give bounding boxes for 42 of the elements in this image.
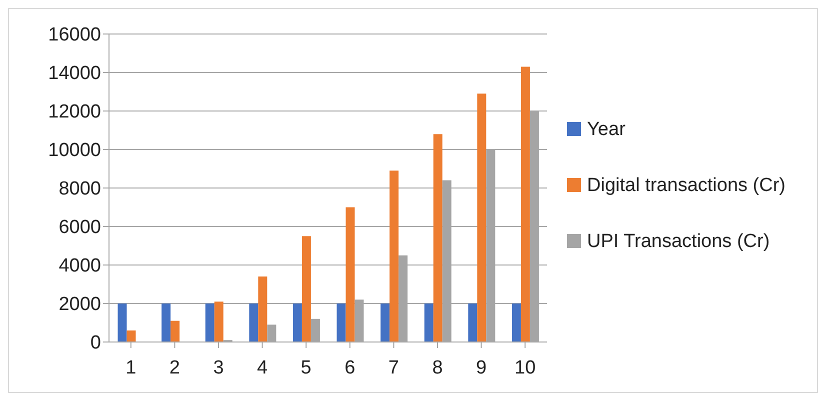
bar xyxy=(170,320,180,342)
bar xyxy=(520,66,530,342)
x-tick-label: 8 xyxy=(432,357,443,378)
legend-label: UPI Transactions (Cr) xyxy=(587,230,770,254)
y-tick-label: 8000 xyxy=(58,178,101,200)
bar xyxy=(118,304,127,342)
legend-label: Year xyxy=(587,118,626,142)
x-tick-label: 10 xyxy=(514,357,536,378)
x-tick-label: 6 xyxy=(344,357,356,378)
x-tick-label: 2 xyxy=(169,357,180,378)
bar xyxy=(477,94,486,342)
bar xyxy=(433,134,442,342)
x-tick-label: 9 xyxy=(476,357,487,378)
bar xyxy=(162,304,171,342)
bar xyxy=(390,170,399,342)
x-tick-label: 1 xyxy=(126,357,136,378)
y-tick-label: 2000 xyxy=(58,294,101,316)
y-tick-label: 6000 xyxy=(58,217,101,238)
bar xyxy=(214,302,224,342)
y-tick-label: 0 xyxy=(90,332,101,354)
bar xyxy=(249,304,258,342)
y-tick-label: 10000 xyxy=(48,140,101,162)
y-tick-label: 16000 xyxy=(48,24,101,46)
x-tick-label: 3 xyxy=(213,357,224,378)
x-tick-label: 4 xyxy=(257,357,268,378)
bar xyxy=(258,276,268,342)
y-tick-label: 12000 xyxy=(48,102,101,123)
bar xyxy=(126,330,136,342)
bar xyxy=(468,304,478,342)
bar xyxy=(512,304,521,342)
x-tick-label: 7 xyxy=(388,357,399,378)
bar xyxy=(292,304,302,342)
y-tick-label: 14000 xyxy=(48,63,101,84)
y-tick-label: 4000 xyxy=(58,256,101,277)
bar xyxy=(302,236,311,342)
x-tick-label: 5 xyxy=(300,357,312,378)
bar xyxy=(424,304,434,342)
legend-label: Digital transactions (Cr) xyxy=(587,174,786,198)
bar xyxy=(346,207,355,342)
bar xyxy=(380,304,390,342)
bar xyxy=(336,304,346,342)
bar xyxy=(205,304,214,342)
